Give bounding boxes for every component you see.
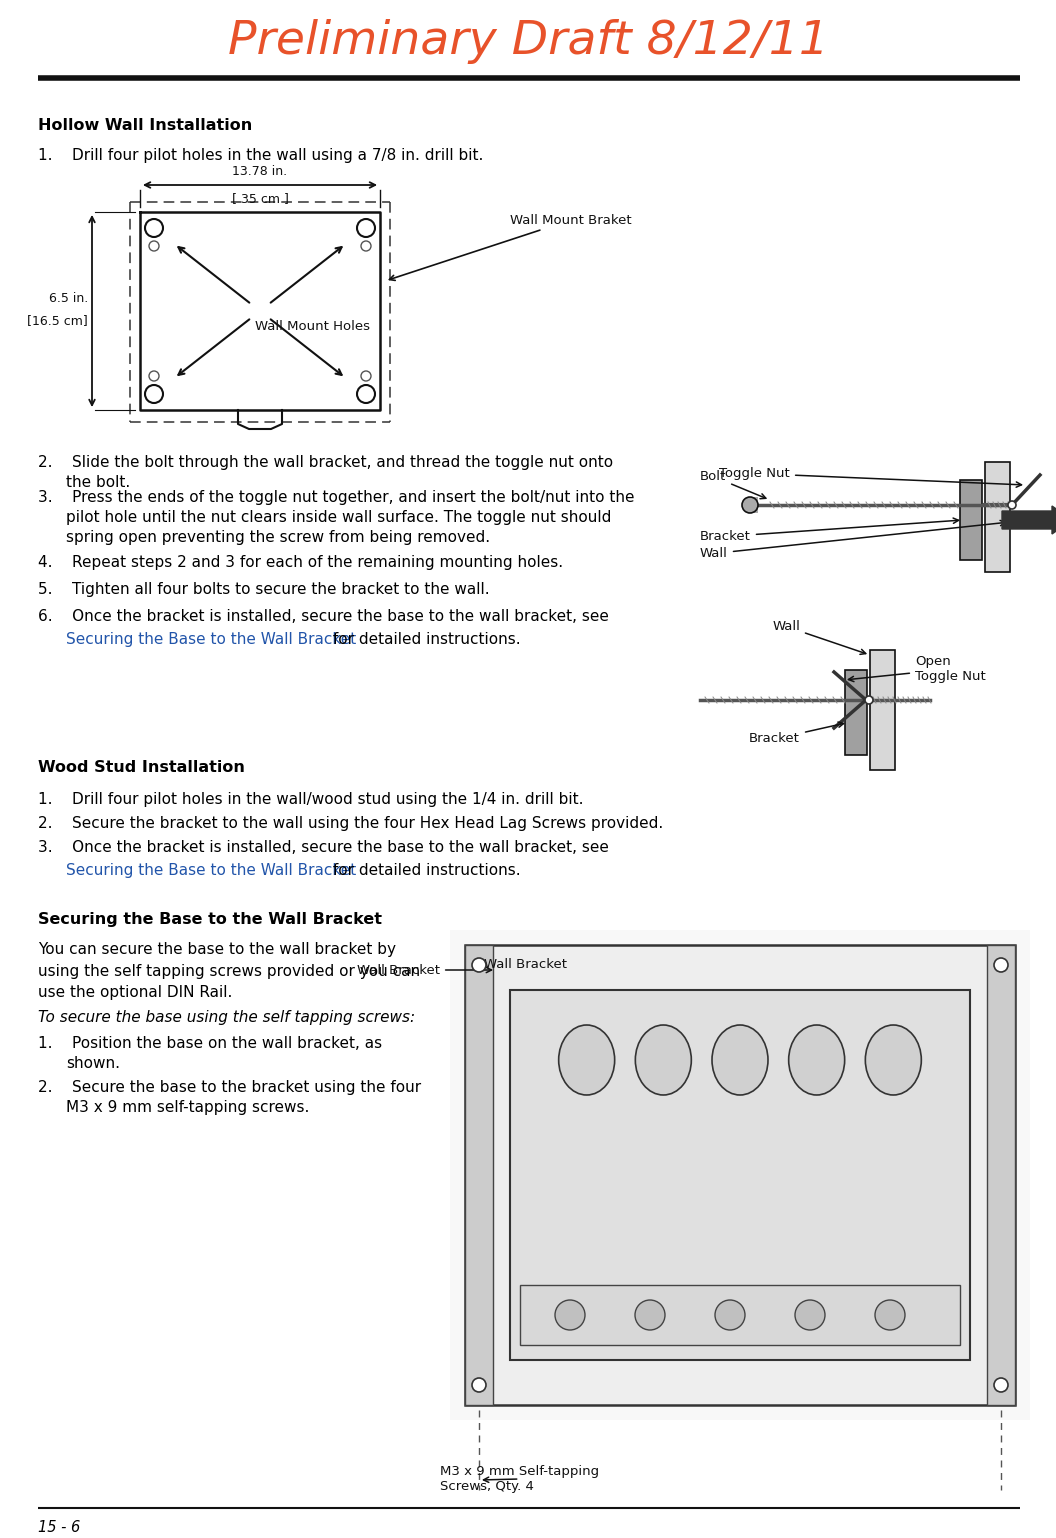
Text: Wall: Wall bbox=[700, 520, 1005, 560]
Text: Toggle Nut: Toggle Nut bbox=[719, 468, 1021, 488]
Text: 3.    Press the ends of the toggle nut together, and insert the bolt/nut into th: 3. Press the ends of the toggle nut toge… bbox=[38, 491, 635, 504]
Bar bbox=[748, 497, 758, 514]
Ellipse shape bbox=[712, 1024, 768, 1095]
Ellipse shape bbox=[559, 1024, 615, 1095]
Bar bbox=[510, 990, 970, 1360]
Circle shape bbox=[865, 697, 873, 704]
Text: for detailed instructions.: for detailed instructions. bbox=[328, 632, 521, 647]
Circle shape bbox=[149, 241, 159, 251]
Text: Securing the Base to the Wall Bracket: Securing the Base to the Wall Bracket bbox=[38, 912, 382, 927]
Text: Wall Bracket: Wall Bracket bbox=[357, 963, 491, 977]
FancyArrow shape bbox=[1002, 506, 1056, 534]
Bar bbox=[465, 944, 493, 1406]
Text: 2.    Secure the base to the bracket using the four: 2. Secure the base to the bracket using … bbox=[38, 1080, 421, 1095]
Text: Wall: Wall bbox=[772, 620, 866, 654]
Text: Bolt: Bolt bbox=[700, 471, 766, 498]
Circle shape bbox=[994, 1378, 1008, 1392]
Circle shape bbox=[472, 1378, 486, 1392]
Text: M3 x 9 mm Self-tapping
Screws, Qty. 4: M3 x 9 mm Self-tapping Screws, Qty. 4 bbox=[440, 1466, 599, 1493]
Circle shape bbox=[555, 1300, 585, 1330]
Text: 2.    Secure the bracket to the wall using the four Hex Head Lag Screws provided: 2. Secure the bracket to the wall using … bbox=[38, 817, 663, 831]
Circle shape bbox=[145, 218, 163, 237]
Text: 6.    Once the bracket is installed, secure the base to the wall bracket, see: 6. Once the bracket is installed, secure… bbox=[38, 609, 609, 624]
Text: Securing the Base to the Wall Bracket: Securing the Base to the Wall Bracket bbox=[65, 863, 356, 878]
Text: pilot hole until the nut clears inside wall surface. The toggle nut should: pilot hole until the nut clears inside w… bbox=[65, 511, 611, 524]
Text: 1.    Position the base on the wall bracket, as: 1. Position the base on the wall bracket… bbox=[38, 1037, 382, 1050]
Circle shape bbox=[361, 241, 371, 251]
Circle shape bbox=[145, 384, 163, 403]
Text: Wood Stud Installation: Wood Stud Installation bbox=[38, 760, 245, 775]
Text: 1.    Drill four pilot holes in the wall using a 7/8 in. drill bit.: 1. Drill four pilot holes in the wall us… bbox=[38, 148, 484, 163]
Text: 3.    Once the bracket is installed, secure the base to the wall bracket, see: 3. Once the bracket is installed, secure… bbox=[38, 840, 609, 855]
Text: You can secure the base to the wall bracket by
using the self tapping screws pro: You can secure the base to the wall brac… bbox=[38, 941, 420, 1000]
Circle shape bbox=[357, 218, 375, 237]
Circle shape bbox=[472, 958, 486, 972]
Circle shape bbox=[795, 1300, 825, 1330]
Text: Wall Mount Holes: Wall Mount Holes bbox=[254, 320, 370, 332]
Bar bbox=[985, 461, 1010, 572]
Ellipse shape bbox=[865, 1024, 921, 1095]
Circle shape bbox=[635, 1300, 665, 1330]
Text: 6.5 in.: 6.5 in. bbox=[49, 292, 88, 306]
Text: Hollow Wall Installation: Hollow Wall Installation bbox=[38, 118, 252, 132]
Text: To secure the base using the self tapping screws:: To secure the base using the self tappin… bbox=[38, 1010, 415, 1024]
Text: 2.    Slide the bolt through the wall bracket, and thread the toggle nut onto: 2. Slide the bolt through the wall brack… bbox=[38, 455, 614, 471]
Circle shape bbox=[149, 371, 159, 381]
Text: 5.    Tighten all four bolts to secure the bracket to the wall.: 5. Tighten all four bolts to secure the … bbox=[38, 581, 490, 597]
Circle shape bbox=[361, 371, 371, 381]
Circle shape bbox=[1008, 501, 1016, 509]
Text: 13.78 in.: 13.78 in. bbox=[232, 165, 287, 178]
Text: Bracket: Bracket bbox=[700, 518, 959, 543]
Text: spring open preventing the screw from being removed.: spring open preventing the screw from be… bbox=[65, 531, 490, 544]
Bar bbox=[450, 930, 1030, 1420]
Bar bbox=[520, 1286, 960, 1346]
Circle shape bbox=[742, 497, 758, 514]
Text: Wall Bracket: Wall Bracket bbox=[484, 958, 567, 972]
Circle shape bbox=[875, 1300, 905, 1330]
Text: Bracket: Bracket bbox=[749, 721, 844, 746]
Bar bbox=[845, 671, 867, 755]
Text: 1.    Drill four pilot holes in the wall/wood stud using the 1/4 in. drill bit.: 1. Drill four pilot holes in the wall/wo… bbox=[38, 792, 584, 807]
Text: Open
Toggle Nut: Open Toggle Nut bbox=[848, 655, 985, 683]
Bar bbox=[960, 480, 982, 560]
Text: shown.: shown. bbox=[65, 1057, 120, 1070]
Text: [16.5 cm]: [16.5 cm] bbox=[27, 314, 88, 328]
Text: for detailed instructions.: for detailed instructions. bbox=[328, 863, 521, 878]
Bar bbox=[987, 944, 1015, 1406]
Text: M3 x 9 mm self-tapping screws.: M3 x 9 mm self-tapping screws. bbox=[65, 1100, 309, 1115]
Text: 15 - 6: 15 - 6 bbox=[38, 1520, 80, 1535]
Text: 4.    Repeat steps 2 and 3 for each of the remaining mounting holes.: 4. Repeat steps 2 and 3 for each of the … bbox=[38, 555, 563, 571]
Text: Wall Mount Braket: Wall Mount Braket bbox=[390, 214, 631, 280]
Bar bbox=[465, 944, 1015, 1406]
Text: Securing the Base to the Wall Bracket: Securing the Base to the Wall Bracket bbox=[65, 632, 356, 647]
Text: the bolt.: the bolt. bbox=[65, 475, 130, 491]
Text: Preliminary Draft 8/12/11: Preliminary Draft 8/12/11 bbox=[227, 20, 829, 65]
Circle shape bbox=[994, 958, 1008, 972]
Bar bbox=[870, 651, 895, 771]
Circle shape bbox=[715, 1300, 744, 1330]
Ellipse shape bbox=[636, 1024, 692, 1095]
Ellipse shape bbox=[789, 1024, 845, 1095]
Circle shape bbox=[357, 384, 375, 403]
Text: [ 35 cm ]: [ 35 cm ] bbox=[231, 192, 288, 205]
